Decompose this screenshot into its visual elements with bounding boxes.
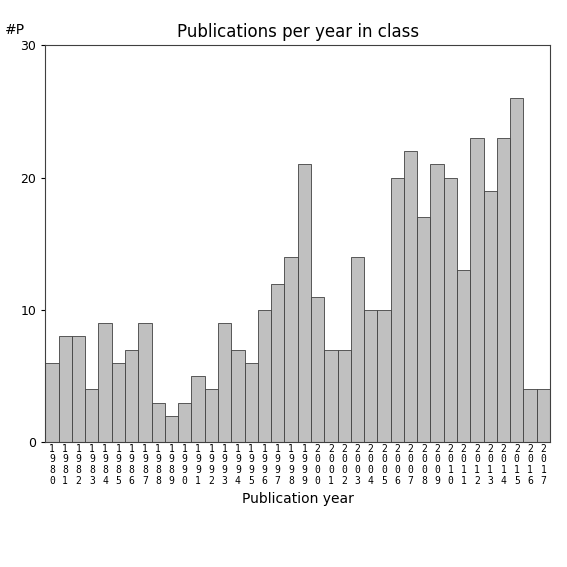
Bar xyxy=(99,323,112,442)
Title: Publications per year in class: Publications per year in class xyxy=(176,23,419,41)
Bar xyxy=(244,363,258,442)
Bar xyxy=(258,310,271,442)
Bar xyxy=(523,390,537,442)
Bar xyxy=(285,257,298,442)
Bar xyxy=(337,350,351,442)
Bar xyxy=(112,363,125,442)
Bar xyxy=(404,151,417,442)
Bar xyxy=(72,336,85,442)
Bar xyxy=(457,270,470,442)
Bar xyxy=(324,350,337,442)
Bar xyxy=(417,217,430,442)
Bar xyxy=(378,310,391,442)
Bar xyxy=(151,403,165,442)
Bar xyxy=(391,177,404,442)
Bar xyxy=(271,284,285,442)
Bar xyxy=(430,164,444,442)
X-axis label: Publication year: Publication year xyxy=(242,492,354,506)
Bar xyxy=(537,390,550,442)
Bar xyxy=(85,390,99,442)
Bar xyxy=(192,376,205,442)
Bar xyxy=(138,323,151,442)
Bar xyxy=(125,350,138,442)
Bar xyxy=(364,310,378,442)
Bar xyxy=(178,403,192,442)
Bar xyxy=(484,191,497,442)
Bar xyxy=(165,416,178,442)
Bar xyxy=(311,297,324,442)
Bar xyxy=(298,164,311,442)
Bar xyxy=(510,98,523,442)
Bar xyxy=(45,363,58,442)
Bar xyxy=(58,336,72,442)
Bar xyxy=(351,257,364,442)
Bar xyxy=(470,138,484,442)
Bar xyxy=(218,323,231,442)
Bar xyxy=(231,350,244,442)
Bar xyxy=(444,177,457,442)
Bar xyxy=(497,138,510,442)
Text: #P: #P xyxy=(5,23,25,37)
Bar xyxy=(205,390,218,442)
